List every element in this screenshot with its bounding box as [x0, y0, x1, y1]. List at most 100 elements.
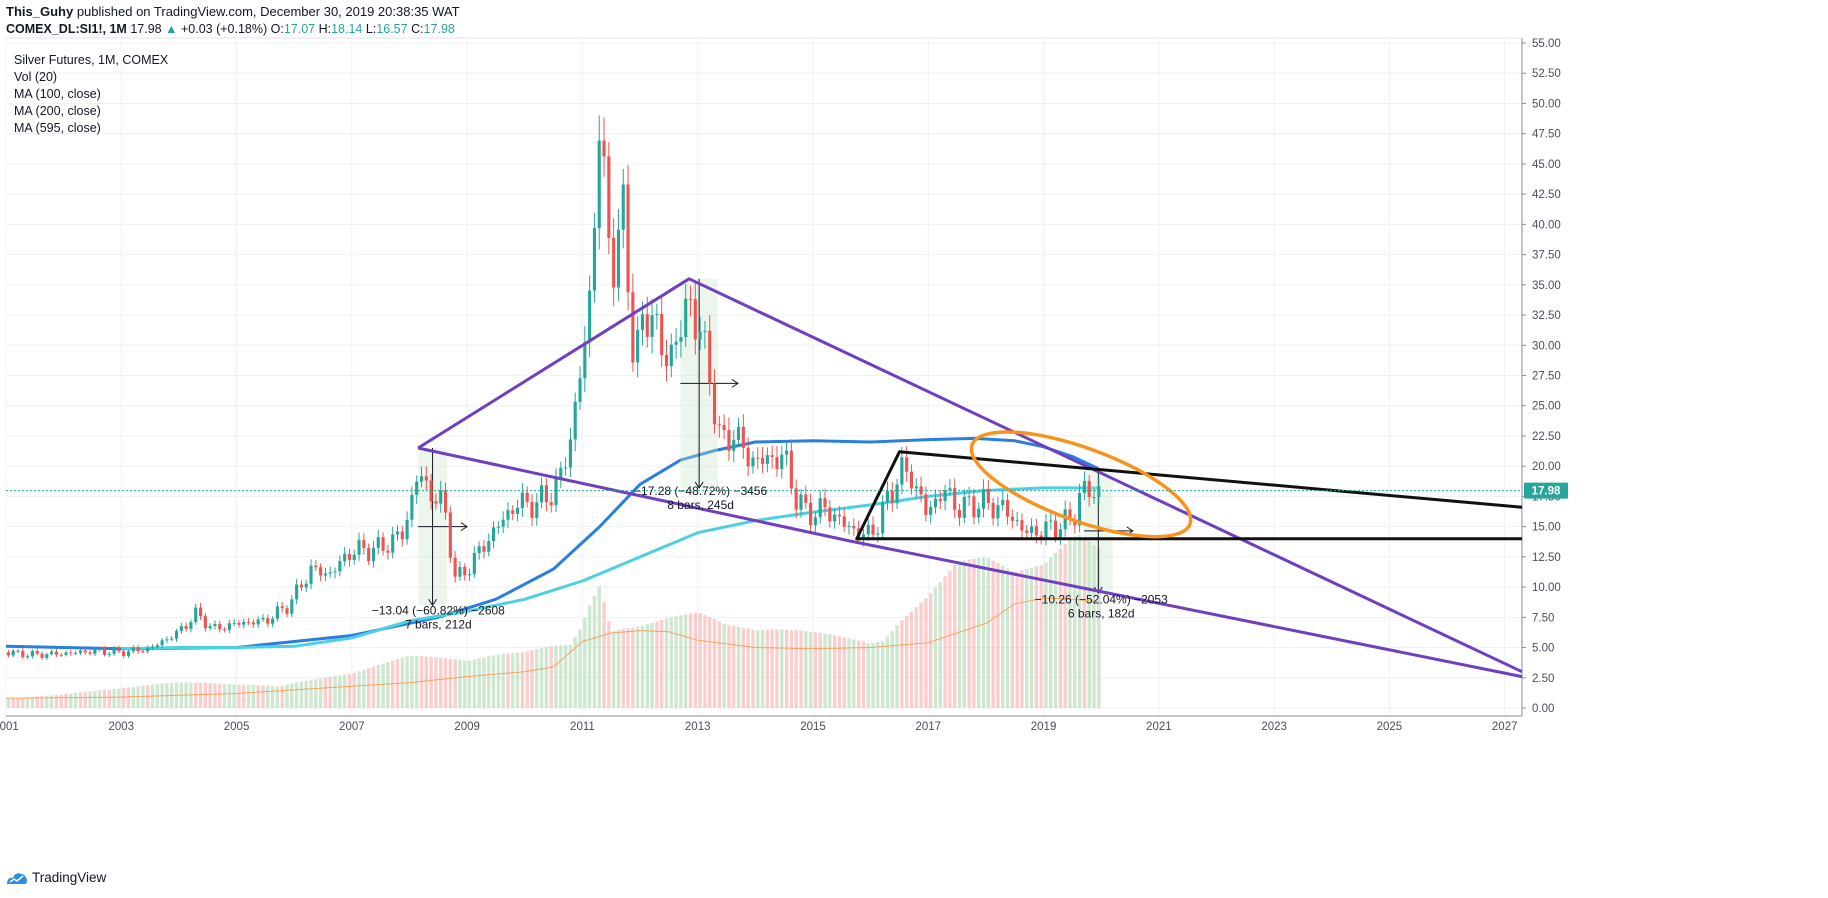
up-arrow-icon: ▲ [165, 22, 178, 36]
candle-down [280, 606, 284, 609]
volume-bar [559, 645, 563, 708]
volume-bar [309, 680, 313, 708]
volume-bar [972, 558, 976, 708]
measure-arrowhead [428, 598, 437, 607]
candle-up [165, 639, 169, 641]
candle-up [1001, 500, 1005, 506]
volume-bar [448, 658, 453, 708]
volume-bar [722, 623, 726, 708]
candle-down [69, 652, 73, 654]
candle-down [218, 624, 222, 630]
volume-bar [890, 631, 894, 708]
candle-down [203, 616, 207, 629]
legend-title[interactable]: Silver Futures, 1M, COMEX [14, 53, 169, 67]
publisher-name[interactable]: This_Guhy [6, 4, 74, 19]
volume-bar [117, 688, 121, 708]
open-label: O: [270, 22, 284, 36]
legend-volume[interactable]: Vol (20) [14, 70, 58, 84]
volume-bar [568, 644, 573, 708]
volume-bar [54, 694, 59, 708]
candle-down [1087, 480, 1091, 498]
volume-bar [520, 652, 525, 708]
candle-down [400, 531, 404, 540]
y-tick-label: 27.50 [1532, 371, 1561, 383]
volume-bar [477, 658, 481, 708]
orange-ellipse [969, 430, 1193, 539]
volume-bar [832, 635, 837, 708]
legend-ma200[interactable]: MA (200, close) [14, 104, 101, 118]
volume-bar [1001, 565, 1005, 708]
measure-arrowhead [694, 481, 704, 489]
candle-up [885, 490, 890, 503]
candle-down [223, 629, 227, 631]
volume-bar [602, 601, 606, 708]
volume-bar [328, 676, 332, 708]
candle-up [948, 488, 952, 491]
candle-up [352, 554, 356, 560]
candle-up [1092, 497, 1096, 499]
x-tick-label: 2001 [0, 721, 19, 733]
symbol-label[interactable]: COMEX_DL:SI1!, 1M [6, 22, 127, 36]
candle-down [837, 514, 841, 517]
candle-down [122, 651, 126, 656]
volume-bar [386, 662, 390, 708]
volume-bar [986, 558, 991, 708]
volume-bar [352, 672, 356, 708]
candle-up [516, 507, 520, 514]
high-label: H: [318, 22, 332, 36]
candle-up [621, 184, 625, 230]
candle-down [760, 457, 765, 464]
volume-bar [16, 698, 20, 708]
candle-down [823, 498, 827, 508]
candle-down [184, 626, 188, 629]
candle-up [977, 508, 981, 518]
candle-down [631, 292, 635, 363]
black-triangle-line [854, 450, 1523, 541]
x-tick-label: 2017 [915, 721, 941, 733]
volume-bar [756, 630, 760, 708]
candle-up [559, 467, 563, 478]
volume-bar [294, 682, 299, 708]
price-change: +0.03 (+0.18%) [180, 22, 268, 36]
candle-up [271, 618, 275, 624]
candle-up [1097, 486, 1101, 498]
volume-bar [525, 651, 529, 708]
plot-area [5, 37, 1523, 717]
volume-bar [611, 630, 616, 708]
volume-bar [1005, 568, 1010, 708]
tradingview-brand[interactable]: TradingView [6, 870, 106, 885]
measure-arrowhead [731, 378, 739, 388]
candle-up [179, 626, 183, 631]
candle-down [712, 383, 717, 425]
volume-bar [69, 693, 73, 708]
volume-bar [991, 560, 995, 708]
candle-up [929, 507, 933, 515]
volume-bar [208, 683, 212, 708]
volume-bar [948, 570, 952, 708]
volume-bar [419, 656, 424, 708]
candle-down [530, 501, 534, 518]
candle-up [343, 553, 347, 562]
legend-ma595[interactable]: MA (595, close) [14, 121, 101, 135]
x-tick-label: 2009 [454, 721, 480, 733]
close-value: 17.98 [423, 22, 455, 36]
candle-up [170, 638, 174, 640]
volume-bar [112, 688, 116, 708]
candle-up [496, 526, 500, 528]
legend-ma100[interactable]: MA (100, close) [14, 87, 101, 101]
last-price-label: 17.98 [1532, 486, 1561, 498]
volume-bar [933, 587, 938, 708]
candle-down [549, 502, 553, 506]
volume-bar [376, 665, 380, 708]
volume-bar [59, 694, 63, 708]
candle-down [909, 471, 914, 489]
y-tick-label: 55.00 [1532, 38, 1561, 50]
candle-down [453, 557, 457, 577]
volume-bar [587, 605, 592, 708]
candle-down [794, 488, 798, 510]
volume-bar [45, 695, 49, 708]
candle-up [328, 572, 332, 574]
candle-up [866, 524, 870, 535]
candle-down [247, 621, 251, 623]
